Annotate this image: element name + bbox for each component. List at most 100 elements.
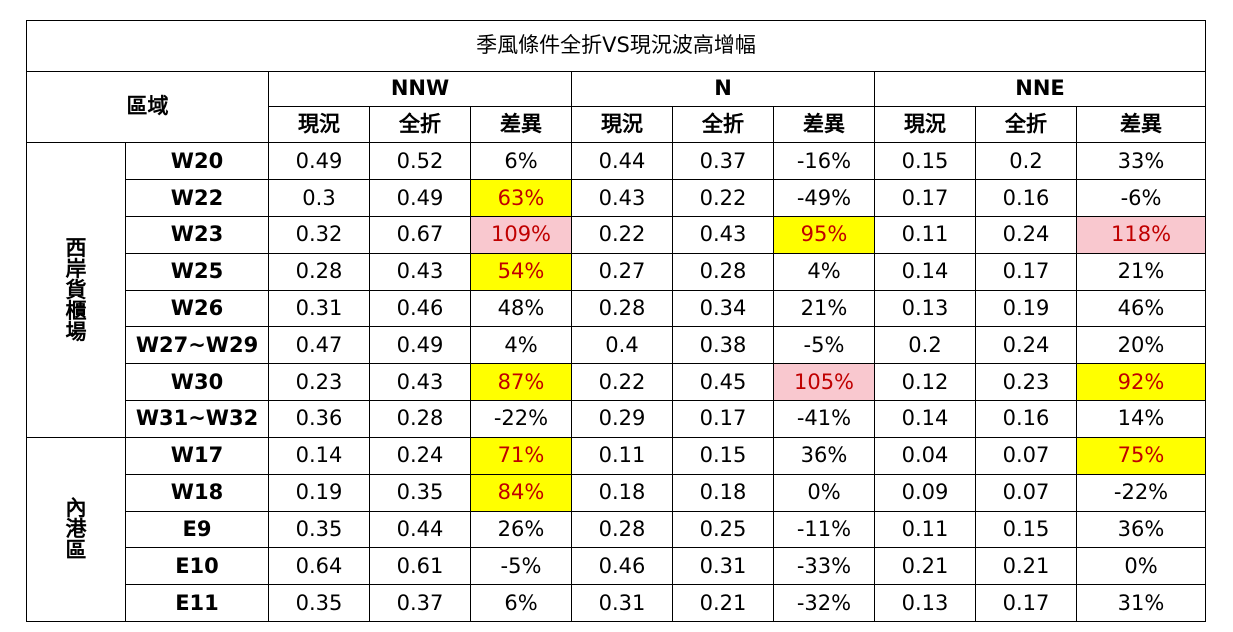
full-fold-value: 0.38 — [672, 326, 774, 365]
current-value: 0.29 — [571, 400, 673, 438]
full-fold-value: 0.37 — [672, 142, 774, 181]
difference-value: 0% — [1075, 547, 1207, 586]
station-name: W31~W32 — [125, 400, 269, 438]
current-value: 0.22 — [571, 363, 673, 402]
current-value: 0.17 — [874, 179, 976, 218]
table-row: E10 0.64 0.61 -5% 0.46 0.31 -33% 0.21 0.21 0% — [27, 547, 1207, 586]
full-fold-value: 0.18 — [672, 473, 774, 512]
full-fold-value: 0.31 — [672, 547, 774, 586]
difference-value: -5% — [773, 326, 875, 365]
current-value: 0.43 — [571, 179, 673, 218]
current-value: 0.18 — [571, 473, 673, 512]
table-title: 季風條件全折VS現況波高增幅 — [25, 20, 1207, 72]
station-name: W18 — [125, 473, 269, 512]
difference-value: -32% — [773, 584, 875, 622]
current-value: 0.11 — [874, 216, 976, 254]
difference-value: 31% — [1075, 584, 1207, 622]
difference-value: 95% — [773, 216, 875, 254]
difference-value: -22% — [470, 400, 572, 438]
group-label: 西岸貨櫃場 — [26, 142, 126, 438]
table-row: 西岸貨櫃場 W20 0.49 0.52 6% 0.44 0.37 -16% 0.15 0.2 33% — [26, 142, 1207, 438]
difference-value: 6% — [470, 584, 572, 622]
current-value: 0.31 — [571, 584, 673, 622]
station-name: W25 — [125, 252, 269, 291]
direction-header-n: N — [571, 70, 875, 107]
difference-value: -41% — [773, 400, 875, 438]
full-fold-value: 0.46 — [369, 289, 471, 328]
full-fold-value: 0.15 — [672, 436, 774, 475]
current-value: 0.28 — [571, 289, 673, 328]
current-value: 0.47 — [268, 326, 370, 365]
table-row: W25 0.28 0.43 54% 0.27 0.28 4% 0.14 0.17 21% — [27, 252, 1207, 291]
sub-header-difference: 差異 — [1075, 105, 1207, 144]
difference-value: 54% — [470, 252, 572, 291]
difference-value: 71% — [470, 436, 572, 475]
station-name: W26 — [125, 289, 269, 328]
group-label-char: 岸 — [65, 256, 87, 281]
full-fold-value: 0.28 — [672, 252, 774, 291]
difference-value: -11% — [773, 510, 875, 549]
region-header: 區域 — [26, 70, 269, 144]
full-fold-value: 0.17 — [975, 584, 1077, 622]
current-value: 0.22 — [571, 216, 673, 254]
station-name: W22 — [125, 179, 269, 218]
table-row: W18 0.19 0.35 84% 0.18 0.18 0% 0.09 0.07 -22% — [27, 473, 1207, 512]
current-value: 0.44 — [571, 142, 673, 181]
current-value: 0.14 — [874, 252, 976, 291]
current-value: 0.3 — [268, 179, 370, 218]
full-fold-value: 0.43 — [672, 216, 774, 254]
table-row: W22 0.3 0.49 63% 0.43 0.22 -49% 0.17 0.16 -6% — [27, 179, 1207, 218]
difference-value: 4% — [773, 252, 875, 291]
difference-value: 92% — [1075, 363, 1207, 402]
direction-header-nne: NNE — [873, 70, 1207, 107]
full-fold-value: 0.52 — [369, 142, 471, 181]
full-fold-value: 0.2 — [975, 142, 1077, 181]
difference-value: -33% — [773, 547, 875, 586]
full-fold-value: 0.34 — [672, 289, 774, 328]
direction-header-nnw: NNW — [268, 70, 572, 107]
difference-value: 36% — [773, 436, 875, 475]
difference-value: 21% — [1075, 252, 1207, 291]
current-value: 0.19 — [268, 473, 370, 512]
current-value: 0.21 — [874, 547, 976, 586]
table-row: 內港區 W17 0.14 0.24 71% 0.11 0.15 36% 0.04 0.07 75% — [26, 436, 1207, 623]
current-value: 0.46 — [571, 547, 673, 586]
sub-header-full-fold: 全折 — [975, 105, 1077, 144]
difference-value: 118% — [1075, 216, 1207, 254]
full-fold-value: 0.24 — [369, 436, 471, 475]
station-name: E9 — [125, 510, 269, 549]
current-value: 0.04 — [874, 436, 976, 475]
current-value: 0.64 — [268, 547, 370, 586]
full-fold-value: 0.23 — [975, 363, 1077, 402]
full-fold-value: 0.28 — [369, 400, 471, 438]
station-name: W23 — [125, 216, 269, 254]
full-fold-value: 0.19 — [975, 289, 1077, 328]
full-fold-value: 0.24 — [975, 326, 1077, 365]
full-fold-value: 0.15 — [975, 510, 1077, 549]
difference-value: -6% — [1075, 179, 1207, 218]
difference-value: 48% — [470, 289, 572, 328]
difference-value: 87% — [470, 363, 572, 402]
difference-value: 0% — [773, 473, 875, 512]
difference-value: -22% — [1075, 473, 1207, 512]
station-name: W17 — [125, 436, 269, 475]
difference-value: 84% — [470, 473, 572, 512]
current-value: 0.4 — [571, 326, 673, 365]
current-value: 0.11 — [571, 436, 673, 475]
difference-value: 21% — [773, 289, 875, 328]
group-label-char: 場 — [65, 319, 87, 344]
group-label: 內港區 — [26, 436, 126, 623]
difference-value: -16% — [773, 142, 875, 181]
current-value: 0.28 — [571, 510, 673, 549]
sub-header-difference: 差異 — [470, 105, 572, 144]
full-fold-value: 0.44 — [369, 510, 471, 549]
difference-value: -49% — [773, 179, 875, 218]
current-value: 0.27 — [571, 252, 673, 291]
full-fold-value: 0.07 — [975, 436, 1077, 475]
current-value: 0.09 — [874, 473, 976, 512]
table-row: W31~W32 0.36 0.28 -22% 0.29 0.17 -41% 0.14 0.16 1… — [27, 400, 1207, 438]
current-value: 0.32 — [268, 216, 370, 254]
sub-header-current: 現況 — [268, 105, 370, 144]
difference-value: 75% — [1075, 436, 1207, 475]
full-fold-value: 0.49 — [369, 179, 471, 218]
